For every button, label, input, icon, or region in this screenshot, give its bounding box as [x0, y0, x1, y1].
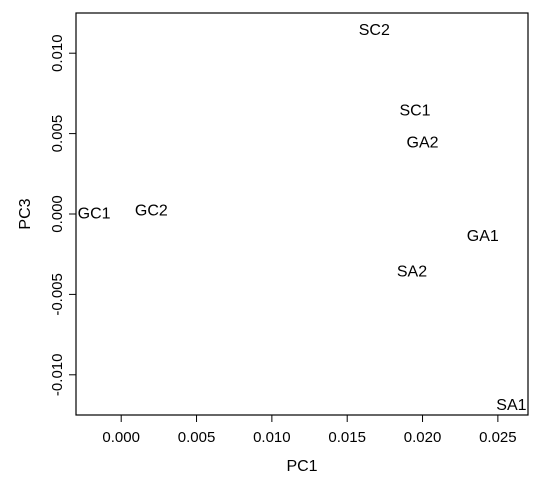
- point-label-gc1: GC1: [78, 206, 111, 223]
- y-tick-label: 0.005: [49, 115, 66, 153]
- y-tick-label: -0.005: [49, 273, 66, 316]
- y-tick-label: 0.000: [49, 195, 66, 233]
- y-axis: -0.010 -0.005 0.000 0.005 0.010: [49, 34, 76, 396]
- x-tick-label: 0.015: [328, 429, 366, 446]
- point-label-ga2: GA2: [407, 135, 439, 152]
- x-axis-label: PC1: [286, 458, 317, 475]
- point-label-ga1: GA1: [467, 228, 499, 245]
- x-tick-label: 0.000: [102, 429, 140, 446]
- x-tick-label: 0.005: [178, 429, 216, 446]
- point-label-sc2: SC2: [359, 22, 390, 39]
- y-tick-label: 0.010: [49, 34, 66, 72]
- x-tick-label: 0.020: [404, 429, 442, 446]
- point-label-sa1: SA1: [496, 397, 526, 414]
- x-tick-label: 0.025: [479, 429, 517, 446]
- point-label-sc1: SC1: [399, 103, 430, 120]
- point-label-sa2: SA2: [397, 263, 427, 280]
- x-tick-label: 0.010: [253, 429, 291, 446]
- y-tick-label: -0.010: [49, 354, 66, 397]
- point-labels: SC2 SC1 GA2 GC1 GC2 GA1 SA2 SA1: [78, 22, 527, 414]
- x-axis: 0.000 0.005 0.010 0.015 0.020 0.025: [102, 415, 517, 446]
- y-axis-label: PC3: [17, 198, 34, 229]
- point-label-gc2: GC2: [135, 202, 168, 219]
